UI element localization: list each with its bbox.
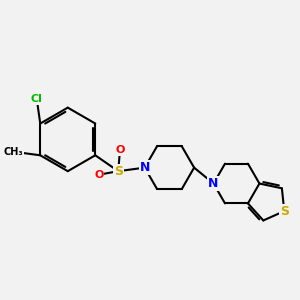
Text: N: N	[208, 177, 219, 190]
Text: N: N	[140, 161, 150, 174]
Text: N: N	[208, 177, 219, 190]
Text: O: O	[94, 170, 104, 180]
Text: N: N	[140, 161, 150, 174]
Text: Cl: Cl	[31, 94, 43, 104]
Text: S: S	[280, 205, 289, 218]
Text: O: O	[115, 145, 125, 155]
Text: CH₃: CH₃	[4, 147, 24, 157]
Text: S: S	[114, 165, 123, 178]
